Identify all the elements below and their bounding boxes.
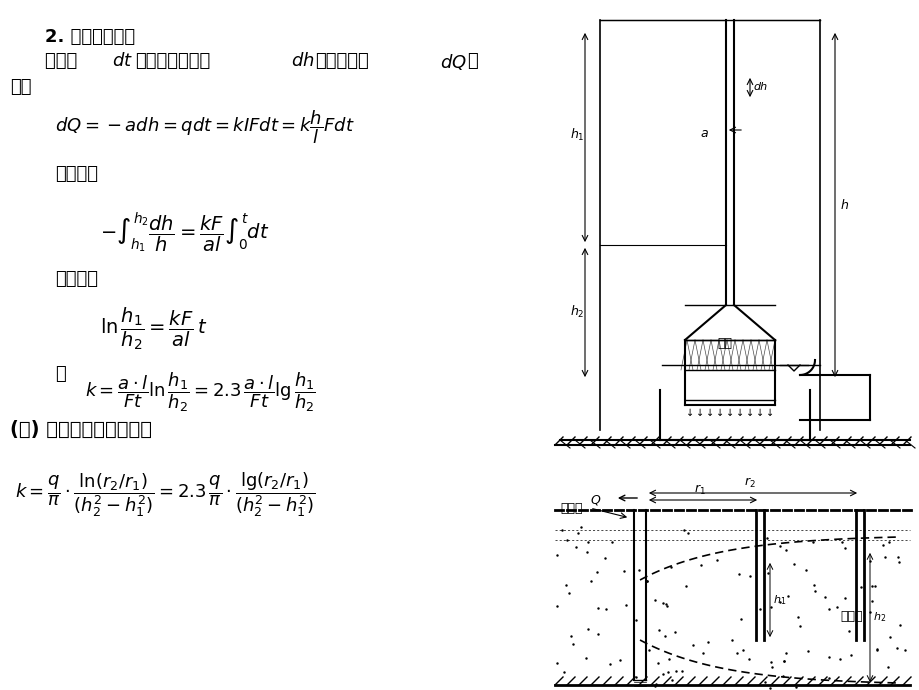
Text: ↓: ↓ (715, 408, 723, 418)
Text: ↓: ↓ (766, 408, 773, 418)
Text: 土样: 土样 (716, 337, 732, 350)
Text: ↓: ↓ (745, 408, 754, 418)
Text: $r_2$: $r_2$ (743, 476, 755, 490)
Text: 抽水井: 抽水井 (560, 502, 582, 515)
Text: $r_1$: $r_1$ (693, 483, 705, 497)
Text: ↓: ↓ (695, 408, 703, 418)
Text: $h_2$: $h_2$ (570, 304, 584, 320)
Text: $dh$: $dh$ (290, 52, 314, 70)
Text: $dt$: $dt$ (112, 52, 133, 70)
Text: ↓: ↓ (735, 408, 743, 418)
Text: 。: 。 (467, 52, 477, 70)
Text: $h$: $h$ (839, 198, 848, 212)
Text: $dQ$: $dQ$ (439, 52, 466, 72)
Text: 则：: 则： (10, 78, 31, 96)
Text: 整理得：: 整理得： (55, 165, 98, 183)
Text: 观测孔: 观测孔 (839, 610, 862, 623)
Text: $dQ = -adh = qdt = kIFdt = k\dfrac{h}{l}Fdt$: $dQ = -adh = qdt = kIFdt = k\dfrac{h}{l}… (55, 108, 355, 146)
Text: 水量变化为: 水量变化为 (314, 52, 369, 70)
Text: ↓: ↓ (755, 408, 764, 418)
Text: $h_1$: $h_1$ (570, 127, 584, 143)
Text: $\ln \dfrac{h_1}{h_2} = \dfrac{kF}{al}\, t$: $\ln \dfrac{h_1}{h_2} = \dfrac{kF}{al}\,… (100, 305, 207, 352)
Text: ↓: ↓ (725, 408, 733, 418)
Text: 即: 即 (55, 365, 65, 383)
Text: 设经过: 设经过 (45, 52, 83, 70)
Text: $Q$: $Q$ (589, 493, 601, 507)
Text: $h_1$: $h_1$ (772, 593, 786, 607)
Text: (二) 现场抽水试验测定法: (二) 现场抽水试验测定法 (10, 420, 152, 439)
Text: ↓: ↓ (686, 408, 693, 418)
Text: dh: dh (752, 82, 766, 92)
Text: a: a (699, 126, 707, 139)
Text: $k = \dfrac{q}{\pi} \cdot \dfrac{\ln(r_2/r_1)}{(h_2^2 - h_1^2)} = 2.3\, \dfrac{q: $k = \dfrac{q}{\pi} \cdot \dfrac{\ln(r_2… (15, 470, 315, 519)
Text: 2. 变水头试验：: 2. 变水头试验： (45, 28, 135, 46)
Text: ↓: ↓ (705, 408, 713, 418)
Text: $k = \dfrac{a \cdot l}{Ft} \ln \dfrac{h_1}{h_2} = 2.3\, \dfrac{a \cdot l}{Ft} \l: $k = \dfrac{a \cdot l}{Ft} \ln \dfrac{h_… (85, 370, 315, 413)
Text: 积分得：: 积分得： (55, 270, 98, 288)
Text: $-\int_{h_1}^{h_2} \dfrac{dh}{h} = \dfrac{kF}{al} \int_0^t dt$: $-\int_{h_1}^{h_2} \dfrac{dh}{h} = \dfra… (100, 210, 269, 254)
Text: $h_2$: $h_2$ (872, 610, 885, 624)
Text: 时段水头变化为: 时段水头变化为 (135, 52, 210, 70)
